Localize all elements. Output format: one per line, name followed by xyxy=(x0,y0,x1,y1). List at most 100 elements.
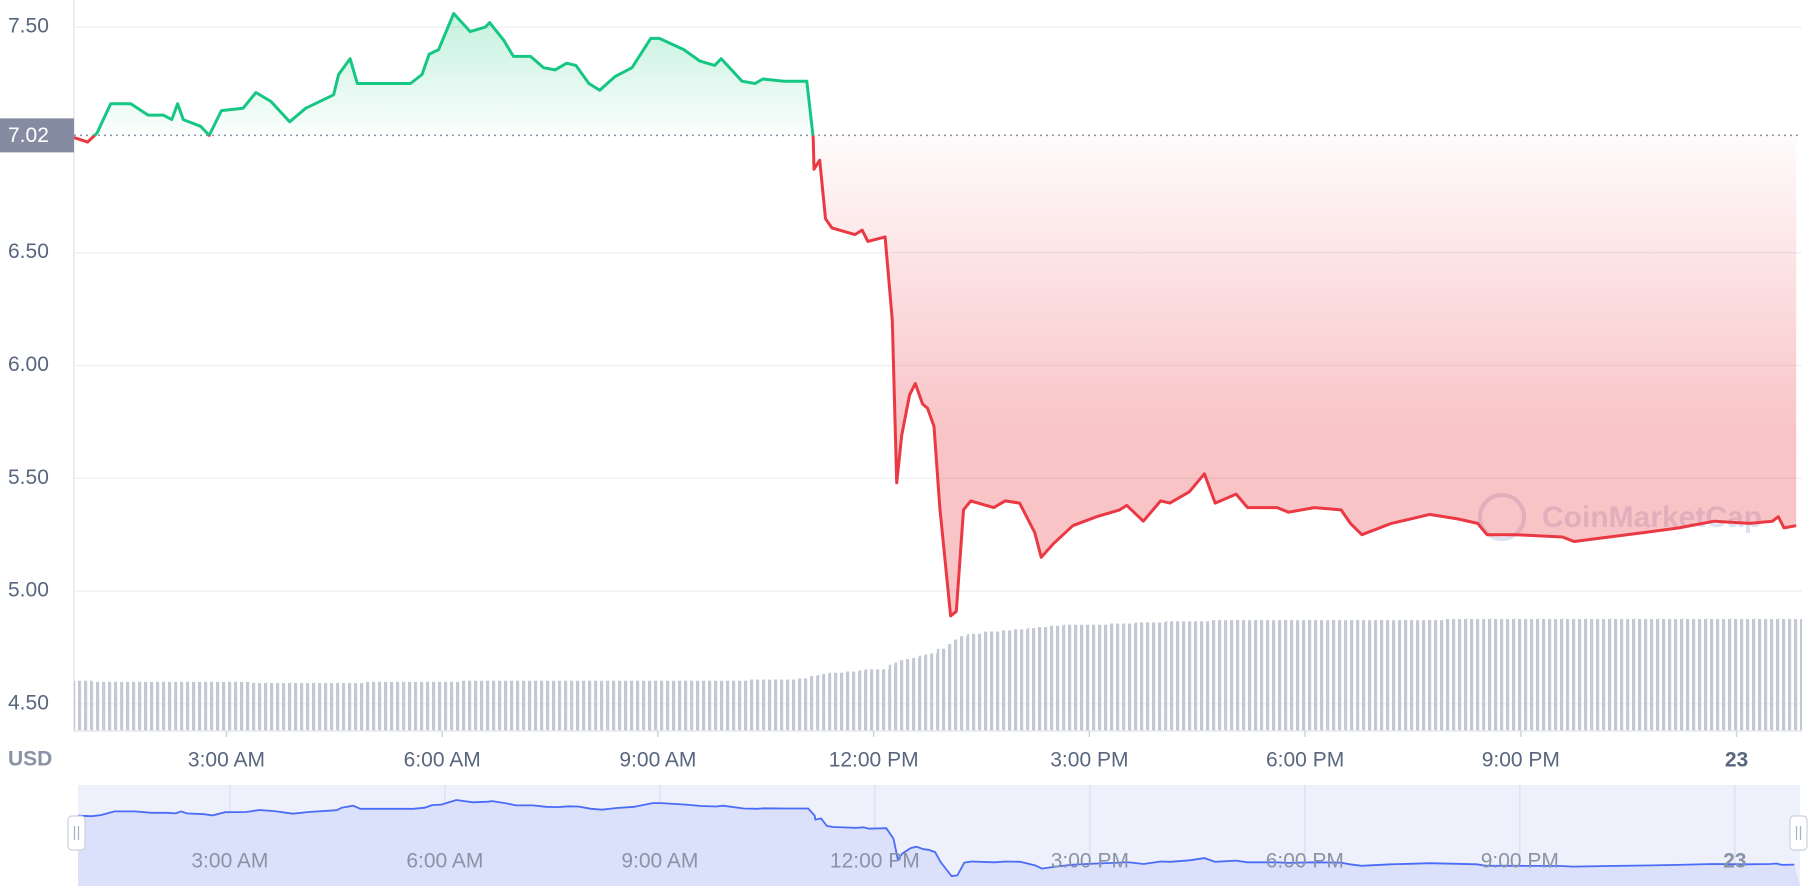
volume-bar xyxy=(930,653,937,731)
volume-bar xyxy=(1376,620,1402,731)
navigator-tick-label: 9:00 AM xyxy=(621,850,698,873)
volume-bar xyxy=(623,680,642,731)
volume-bar xyxy=(773,679,796,731)
navigator-tick-label: 12:00 PM xyxy=(830,850,920,873)
x-tick-label: 9:00 AM xyxy=(619,749,696,772)
volume-bar xyxy=(691,680,708,731)
volume-bar xyxy=(204,681,216,731)
volume-bar xyxy=(1626,619,1662,731)
volume-bar xyxy=(1401,620,1421,731)
y-tick-label: 6.00 xyxy=(8,353,49,376)
volume-bar xyxy=(103,681,121,731)
volume-bar xyxy=(215,681,233,731)
volume-bar xyxy=(1356,620,1377,731)
volume-bar xyxy=(1501,619,1540,731)
volume-bar xyxy=(383,681,404,731)
navigator-tick-label: 23 xyxy=(1723,850,1746,873)
x-tick-label: 3:00 PM xyxy=(1050,749,1128,772)
navigator-handle-right xyxy=(1789,815,1808,851)
volume-bar xyxy=(1063,624,1085,731)
volume-bar xyxy=(416,681,426,731)
volume-bar xyxy=(925,654,931,731)
volume-bar xyxy=(748,679,759,731)
volume-bar xyxy=(120,681,140,731)
volume-bar xyxy=(1151,622,1166,731)
navigator-handle-left xyxy=(67,815,86,851)
volume-bar xyxy=(344,683,354,731)
x-tick-label: 6:00 AM xyxy=(404,749,481,772)
volume-bar xyxy=(364,681,384,731)
volume-bar xyxy=(1482,619,1502,731)
volume-bar xyxy=(1282,620,1302,731)
volume-bar xyxy=(1731,619,1762,731)
navigator-line xyxy=(77,799,1795,877)
volume-bar xyxy=(1047,625,1064,731)
price-line xyxy=(73,12,1797,618)
volume-bar xyxy=(1165,621,1180,731)
navigator-tick-label: 3:00 PM xyxy=(1051,850,1129,873)
volume-bar xyxy=(717,680,732,731)
y-tick-label: 5.50 xyxy=(8,466,49,489)
x-tick-label: 3:00 AM xyxy=(188,749,265,772)
volume-bar xyxy=(594,680,608,731)
volume-bar xyxy=(918,655,926,731)
volume-bar xyxy=(496,680,509,731)
volume-bar xyxy=(894,662,900,731)
volume-bar xyxy=(1790,619,1802,731)
volume-bar xyxy=(74,680,81,731)
navigator-tick-label: 6:00 AM xyxy=(406,850,483,873)
volume-bar xyxy=(1209,620,1226,731)
volume-bar xyxy=(571,680,583,731)
volume-bar xyxy=(1196,621,1210,731)
volume-bar xyxy=(1539,619,1569,731)
volume-bar xyxy=(1084,624,1109,731)
volume-bar xyxy=(899,660,906,731)
volume-bar xyxy=(80,680,93,731)
volume-bar xyxy=(319,683,337,731)
volume-bar xyxy=(522,680,538,731)
volume-bar xyxy=(1012,629,1028,731)
volume-bar xyxy=(1179,621,1197,731)
volume-bar xyxy=(945,644,954,731)
volume-bar xyxy=(865,669,877,731)
reference-label: 7.02 xyxy=(8,124,49,147)
volume-bar xyxy=(1123,623,1136,731)
volume-bar xyxy=(1037,627,1048,731)
volume-bar xyxy=(1696,619,1732,731)
volume-bar xyxy=(876,669,889,731)
volume-bar xyxy=(174,681,181,731)
volume-bar xyxy=(671,680,692,731)
volume-bar xyxy=(1301,620,1328,731)
volume-bar xyxy=(813,676,817,731)
volume-bar xyxy=(537,680,550,731)
volume-bar xyxy=(1761,619,1776,731)
volume-bar xyxy=(953,639,960,731)
volume-bar xyxy=(1027,628,1038,731)
volume-bar xyxy=(607,680,624,731)
volume-bar xyxy=(1775,619,1782,731)
x-tick-label: 12:00 PM xyxy=(829,749,919,772)
volume-bar xyxy=(1327,620,1346,731)
volume-bar xyxy=(263,683,281,731)
navigator-area xyxy=(78,800,1800,886)
currency-label: USD xyxy=(8,748,52,771)
volume-bar xyxy=(1661,619,1697,731)
volume-bar xyxy=(232,681,250,731)
volume-bar xyxy=(191,681,205,731)
volume-bar xyxy=(92,681,104,731)
volume-bar xyxy=(433,681,447,731)
volume-bar xyxy=(982,631,1000,731)
x-tick-label: 23 xyxy=(1725,749,1748,772)
volume-bar xyxy=(795,678,810,731)
volume-bar xyxy=(249,683,264,731)
volume-bar xyxy=(828,672,844,731)
price-area xyxy=(74,13,1797,616)
x-tick-label: 6:00 PM xyxy=(1266,749,1344,772)
volume-bar xyxy=(1591,619,1627,731)
volume-bar xyxy=(967,633,983,731)
volume-bar xyxy=(1420,620,1444,731)
volume-bar xyxy=(936,648,946,731)
